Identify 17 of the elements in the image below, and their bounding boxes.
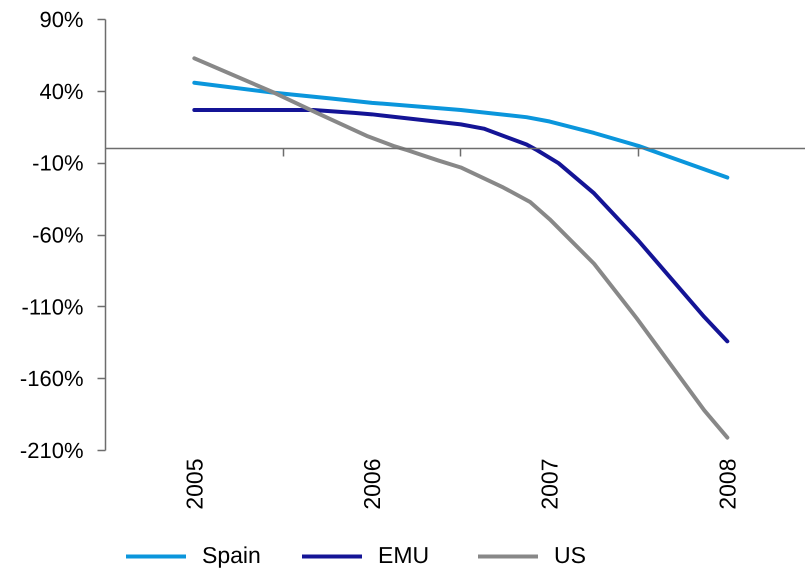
line-series xyxy=(192,56,730,440)
y-tick-label: -10% xyxy=(32,150,84,176)
line-series xyxy=(192,108,730,344)
legend-label: EMU xyxy=(378,542,430,569)
y-tick-label: -160% xyxy=(20,366,84,392)
line-series xyxy=(192,80,730,180)
x-tick-label: 2007 xyxy=(536,458,563,510)
y-tick-label: -60% xyxy=(32,222,84,248)
legend-label: Spain xyxy=(202,542,262,569)
y-tick-label: -210% xyxy=(20,438,84,463)
x-tick-label: 2008 xyxy=(714,458,740,510)
y-tick-label: 90% xyxy=(39,7,84,32)
legend-label: US xyxy=(554,542,587,569)
x-tick-label: 2005 xyxy=(181,458,208,510)
y-tick-label: 40% xyxy=(39,78,84,104)
y-tick-label: -110% xyxy=(22,294,84,320)
x-tick-label: 2006 xyxy=(358,458,385,510)
